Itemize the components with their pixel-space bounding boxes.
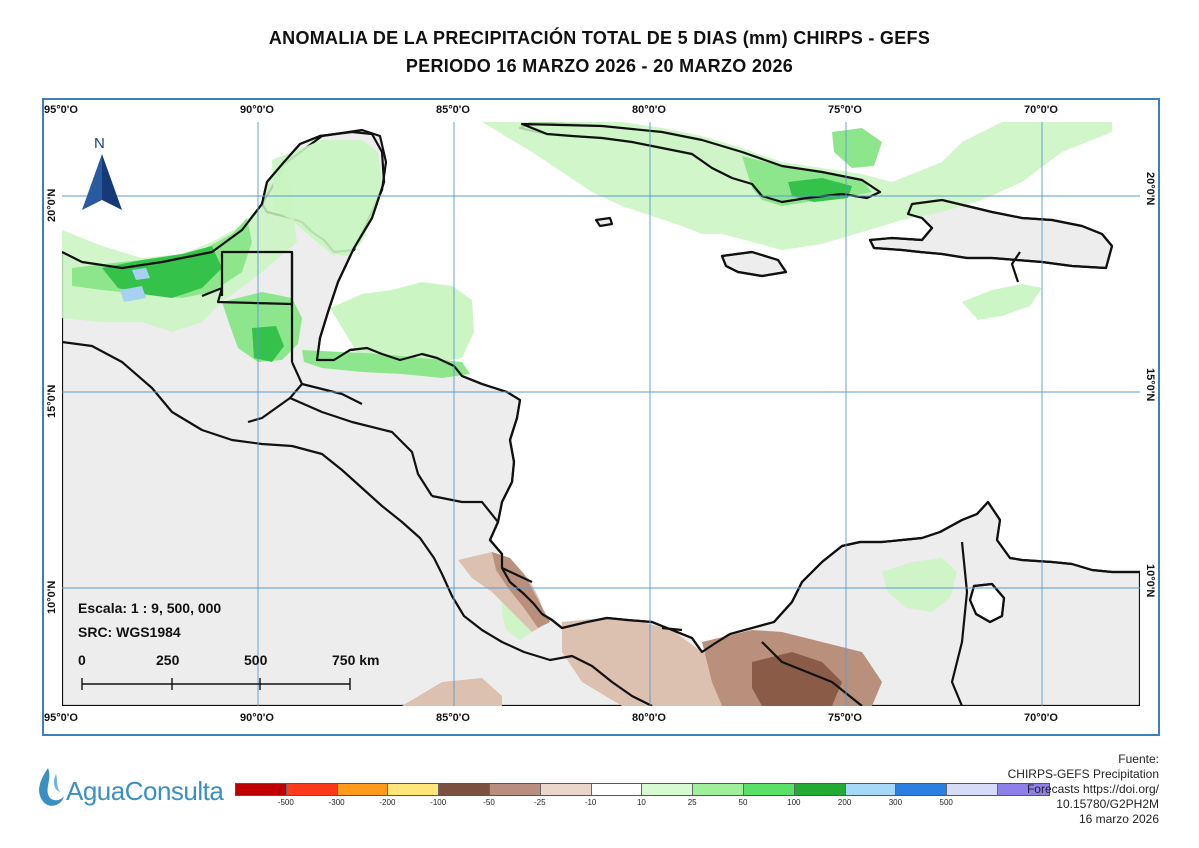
lat-tick-left-1: 15°0'N <box>46 384 58 418</box>
lon-tick-top-4: 75°0'O <box>828 104 862 116</box>
source-line-4: 10.15780/G2PH2M <box>1056 797 1159 811</box>
lon-tick-bottom-3: 80°0'O <box>632 712 666 724</box>
lon-tick-bottom-4: 75°0'O <box>828 712 862 724</box>
lon-tick-top-1: 90°0'O <box>240 104 274 116</box>
legend-swatch-4 <box>439 784 490 795</box>
legend-swatch-7 <box>591 784 643 795</box>
legend-swatch-13 <box>896 784 948 795</box>
source-line-1: Fuente: <box>1118 752 1159 766</box>
legend-label-8: 25 <box>687 798 697 807</box>
north-arrow-icon <box>82 154 122 210</box>
legend-swatch-14 <box>947 784 998 795</box>
legend-swatch-2 <box>337 784 389 795</box>
legend-swatch-6 <box>540 784 592 795</box>
legend-swatch-10 <box>743 784 795 795</box>
land-isla-juventud <box>594 216 614 228</box>
legend-swatch-11 <box>794 784 846 795</box>
graticule <box>62 122 1140 706</box>
source-line-3: Forecasts https://doi.org/ <box>1026 782 1159 796</box>
legend-label-2: -200 <box>379 798 396 807</box>
scale-tick-3: 750 km <box>332 652 380 668</box>
anomaly-light-green-colombia <box>882 558 957 612</box>
legend-swatch-1 <box>286 784 338 795</box>
lat-tick-right-1: 15°0'N <box>1144 368 1156 402</box>
lat-tick-right-2: 10°0'N <box>1144 564 1156 598</box>
lat-tick-left-2: 10°0'N <box>46 580 58 614</box>
scale-tick-1: 250 <box>156 652 180 668</box>
legend-swatch-8 <box>642 784 694 795</box>
borders-layer <box>62 122 1140 706</box>
anomaly-mid-green-honduras-coast <box>302 350 470 378</box>
legend-label-7: 10 <box>636 798 646 807</box>
anomaly-light-green-yucatan <box>272 140 382 256</box>
legend-swatch-15 <box>997 784 1049 795</box>
anomaly-shading <box>62 122 1112 706</box>
legend-label-11: 200 <box>837 798 852 807</box>
legend-label-9: 50 <box>738 798 748 807</box>
anomaly-light-green-hispaniola <box>962 284 1042 320</box>
legend-label-0: -500 <box>277 798 294 807</box>
lon-tick-bottom-1: 90°0'O <box>240 712 274 724</box>
anomaly-brown-light-costarica <box>458 552 548 632</box>
map-canvas[interactable]: N <box>62 122 1140 706</box>
legend-swatch-9 <box>693 784 744 795</box>
lon-tick-top-5: 70°0'O <box>1024 104 1058 116</box>
legend-colorbar <box>235 783 1050 796</box>
anomaly-dark-green-mexico <box>102 246 222 298</box>
lon-tick-top-3: 80°0'O <box>632 104 666 116</box>
legend-label-6: -10 <box>584 798 597 807</box>
lon-tick-top-0: 95°0'O <box>44 104 78 116</box>
legend-swatch-0 <box>236 784 287 795</box>
logo-wordmark: AguaConsulta <box>66 776 224 806</box>
legend-label-4: -50 <box>483 798 495 807</box>
anomaly-mid-green-east-cuba <box>832 128 882 168</box>
lon-tick-bottom-2: 85°0'O <box>436 712 470 724</box>
scale-tick-0: 0 <box>78 652 86 668</box>
source-line-5: 16 marzo 2026 <box>1078 812 1159 826</box>
lon-tick-bottom-5: 70°0'O <box>1024 712 1058 724</box>
legend-swatch-12 <box>845 784 897 795</box>
anomaly-light-green-honduras-sea <box>330 282 474 362</box>
legend-label-12: 300 <box>888 798 903 807</box>
scale-tick-2: 500 <box>244 652 268 668</box>
anomaly-brown-light-panama <box>562 618 762 706</box>
scale-bar <box>81 678 351 690</box>
aguaconsulta-logo-icon <box>39 768 64 806</box>
anomaly-brown-light-pacific <box>402 678 502 706</box>
lon-tick-bottom-0: 95°0'O <box>44 712 78 724</box>
scale-src: SRC: WGS1984 <box>78 624 181 640</box>
anomaly-blue-2 <box>120 286 146 302</box>
map-subtitle: PERIODO 16 MARZO 2026 - 20 MARZO 2026 <box>405 56 794 76</box>
legend-swatch-3 <box>388 784 440 795</box>
scale-ratio: Escala: 1 : 9, 500, 000 <box>78 600 222 616</box>
legend-label-5: -25 <box>534 798 546 807</box>
lon-tick-top-2: 85°0'O <box>436 104 470 116</box>
lat-tick-right-0: 20°0'N <box>1144 172 1156 206</box>
anomaly-blue-1 <box>132 268 150 280</box>
anomaly-brown-dark-colombia <box>752 652 842 706</box>
legend-swatch-5 <box>489 784 541 795</box>
legend-label-13: 500 <box>939 798 953 807</box>
source-note: Fuente: CHIRPS-GEFS Precipitation Foreca… <box>1008 752 1159 827</box>
lat-tick-left-0: 20°0'N <box>46 188 58 222</box>
source-line-2: CHIRPS-GEFS Precipitation <box>1007 767 1159 781</box>
anomaly-dark-green-guatemala <box>252 326 284 362</box>
north-label: N <box>94 135 105 152</box>
map-title: ANOMALIA DE LA PRECIPITACIÓN TOTAL DE 5 … <box>268 28 931 48</box>
legend-label-3: -100 <box>430 798 447 807</box>
legend-label-1: -300 <box>328 798 345 807</box>
legend-label-10: 100 <box>787 798 801 807</box>
